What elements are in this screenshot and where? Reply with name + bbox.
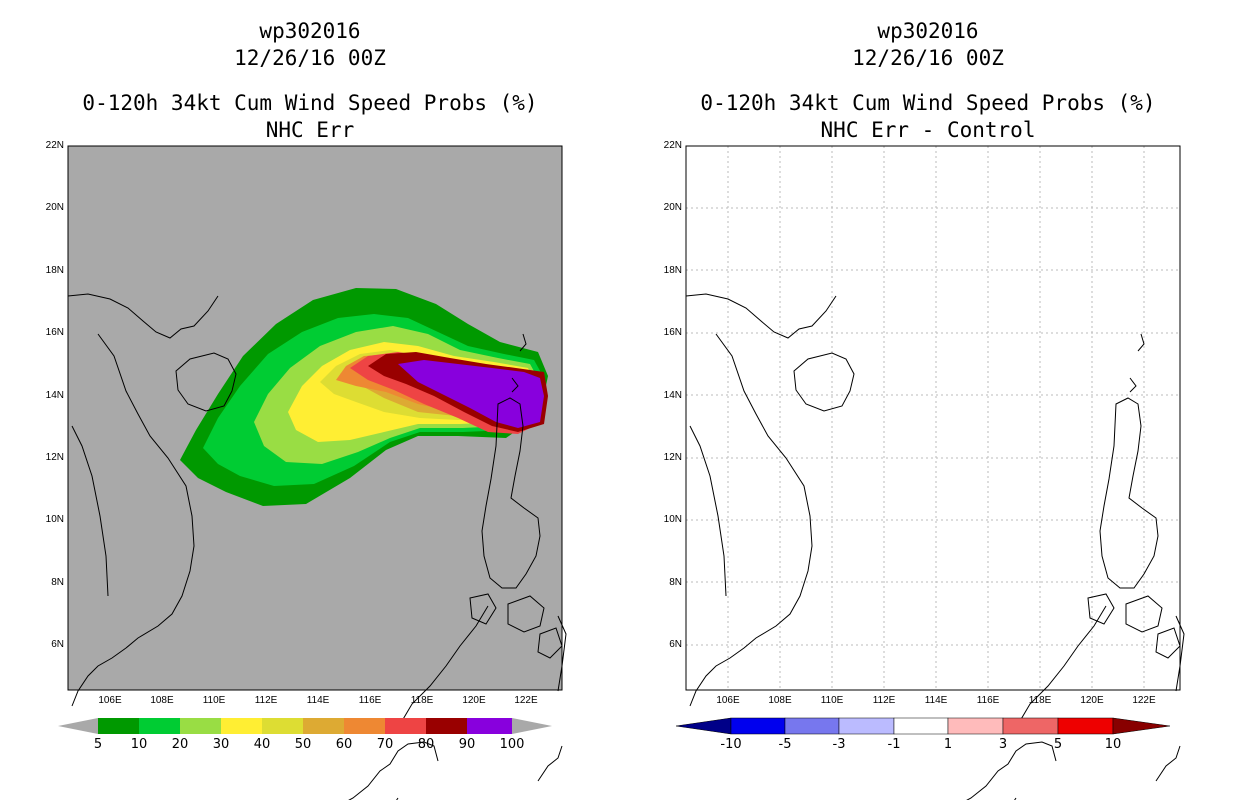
right-colorbar-label-1: 1 <box>943 737 953 752</box>
right-colorbar-label-minus5: -5 <box>778 737 792 752</box>
left-colorbar-box-2 <box>180 718 221 734</box>
right-lon-label-114e: 114E <box>924 695 948 706</box>
right-colorbar-label-5: 5 <box>1053 737 1063 752</box>
right-lon-label-112e: 112E <box>872 695 896 706</box>
right-lat-label-10n: 10N <box>663 514 682 525</box>
right-lat-label-6n: 6N <box>669 639 682 650</box>
left-colorbar-box-3 <box>221 718 262 734</box>
right-lon-label-122e: 122E <box>1132 695 1156 706</box>
right-colorbar-box-0 <box>730 717 786 735</box>
right-colorbar-box-1 <box>784 717 840 735</box>
right-gridlines <box>686 146 1180 690</box>
left-title-storm-id: wp302016 <box>259 19 361 43</box>
right-lat-label-20n: 20N <box>663 202 682 213</box>
right-colorbar-label-minus10: -10 <box>720 737 742 752</box>
left-lon-label-110e: 110E <box>202 695 226 706</box>
left-colorbar-box-4 <box>262 718 303 734</box>
left-colorbar-low-arrow <box>58 718 98 734</box>
left-colorbar-label-90: 90 <box>458 737 476 752</box>
left-colorbar-label-5: 5 <box>93 737 103 752</box>
right-map-border <box>685 145 1181 691</box>
left-colorbar-box-9 <box>467 718 512 734</box>
left-colorbar-label-20: 20 <box>171 737 189 752</box>
left-probability-swath <box>180 288 548 506</box>
right-lon-label-106e: 106E <box>716 695 740 706</box>
right-lat-label-16n: 16N <box>663 327 682 338</box>
left-title-date: 12/26/16 00Z <box>234 46 386 70</box>
left-lat-label-20n: 20N <box>45 202 64 213</box>
left-colorbar-box-1 <box>139 718 180 734</box>
right-title-storm-id: wp302016 <box>877 19 979 43</box>
right-lat-label-18n: 18N <box>663 265 682 276</box>
right-colorbar-high-arrow <box>1112 717 1171 735</box>
right-colorbar-box-4 <box>947 717 1004 735</box>
right-lon-label-108e: 108E <box>768 695 792 706</box>
right-lon-label-120e: 120E <box>1080 695 1104 706</box>
left-lat-label-8n: 8N <box>51 577 64 588</box>
left-lat-label-6n: 6N <box>51 639 64 650</box>
left-colorbar-label-30: 30 <box>212 737 230 752</box>
left-colorbar-box-7 <box>385 718 426 734</box>
right-lat-label-8n: 8N <box>669 577 682 588</box>
left-colorbar-box-8 <box>426 718 467 734</box>
right-colorbar-low-arrow <box>675 717 732 735</box>
right-colorbar-box-2 <box>838 717 895 735</box>
right-map-background <box>686 146 1180 690</box>
left-lon-label-116e: 116E <box>358 695 382 706</box>
right-lat-label-14n: 14N <box>663 390 682 401</box>
right-title-subtitle: NHC Err - Control <box>820 118 1036 142</box>
left-colorbar-box-6 <box>344 718 385 734</box>
left-colorbar-box-5 <box>303 718 344 734</box>
left-colorbar-label-80: 80 <box>417 737 435 752</box>
right-colorbar-label-minus1: -1 <box>887 737 901 752</box>
right-map <box>685 145 1185 800</box>
right-lat-label-12n: 12N <box>663 452 682 463</box>
right-colorbar-box-5 <box>1002 717 1059 735</box>
left-lon-label-112e: 112E <box>254 695 278 706</box>
left-colorbar-label-70: 70 <box>376 737 394 752</box>
left-colorbar-label-60: 60 <box>335 737 353 752</box>
left-lon-label-120e: 120E <box>462 695 486 706</box>
swath-band-90 <box>398 360 544 428</box>
right-lon-label-110e: 110E <box>820 695 844 706</box>
left-lon-label-118e: 118E <box>410 695 434 706</box>
left-colorbar-label-40: 40 <box>253 737 271 752</box>
right-colorbar-box-3 <box>893 717 949 735</box>
left-lat-label-12n: 12N <box>45 452 64 463</box>
left-lon-label-106e: 106E <box>98 695 122 706</box>
right-lat-label-22n: 22N <box>663 140 682 151</box>
left-colorbar-label-50: 50 <box>294 737 312 752</box>
right-colorbar-label-10: 10 <box>1104 737 1122 752</box>
left-lat-label-18n: 18N <box>45 265 64 276</box>
right-colorbar-label-minus3: -3 <box>832 737 846 752</box>
left-lon-label-114e: 114E <box>306 695 330 706</box>
left-map <box>67 145 567 800</box>
right-lon-label-118e: 118E <box>1028 695 1052 706</box>
left-colorbar <box>58 718 552 734</box>
left-lon-label-122e: 122E <box>514 695 538 706</box>
left-title-subtitle: NHC Err <box>265 118 355 142</box>
left-map-border <box>67 145 563 691</box>
left-lon-label-108e: 108E <box>150 695 174 706</box>
right-title-product: 0-120h 34kt Cum Wind Speed Probs (%) <box>700 91 1156 115</box>
left-lat-label-14n: 14N <box>45 390 64 401</box>
right-lon-label-116e: 116E <box>976 695 1000 706</box>
left-title-product: 0-120h 34kt Cum Wind Speed Probs (%) <box>82 91 538 115</box>
right-colorbar-label-3: 3 <box>998 737 1008 752</box>
left-colorbar-label-100: 100 <box>499 737 525 752</box>
right-title-date: 12/26/16 00Z <box>852 46 1004 70</box>
left-lat-label-10n: 10N <box>45 514 64 525</box>
left-lat-label-16n: 16N <box>45 327 64 338</box>
right-colorbar <box>675 717 1171 735</box>
left-lat-label-22n: 22N <box>45 140 64 151</box>
left-colorbar-box-0 <box>98 718 139 734</box>
left-colorbar-high-arrow <box>512 718 552 734</box>
right-colorbar-box-6 <box>1057 717 1114 735</box>
left-colorbar-label-10: 10 <box>130 737 148 752</box>
